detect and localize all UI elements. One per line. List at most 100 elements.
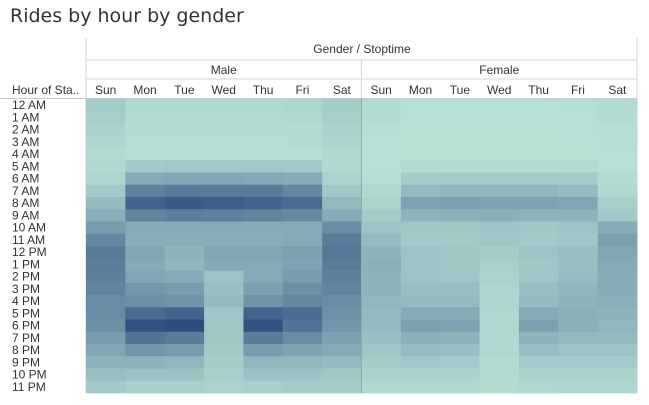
heatmap-cell-female-mon-20 (400, 344, 441, 357)
heatmap-cell-female-mon-16 (400, 295, 441, 308)
heatmap-cell-male-wed-20 (204, 344, 244, 357)
heatmap-cell-male-fri-17 (282, 307, 323, 320)
heatmap-cell-female-sun-2 (361, 123, 402, 137)
heatmap-cell-male-thu-19 (243, 331, 284, 345)
heatmap-cell-female-thu-16 (518, 295, 559, 308)
heatmap-cell-female-fri-18 (558, 319, 599, 333)
heatmap-cell-male-sat-18 (322, 319, 362, 333)
hour-label-11-pm: 11 PM (12, 380, 46, 394)
heatmap-cell-female-wed-19 (479, 331, 520, 345)
day-label-male-thu: Thu (253, 83, 274, 97)
heatmap-cell-female-mon-23 (400, 380, 441, 394)
heatmap-cell-female-sun-15 (361, 282, 402, 296)
hour-label-4-pm: 4 PM (12, 294, 40, 308)
heatmap-cell-male-sat-23 (322, 380, 362, 394)
heatmap-cell-female-sun-20 (361, 344, 402, 357)
heatmap-cell-female-mon-12 (400, 246, 441, 259)
heatmap-cell-male-mon-4 (125, 148, 166, 161)
heatmap-cell-female-sat-12 (597, 246, 638, 259)
heatmap-cell-male-wed-4 (204, 148, 244, 161)
heatmap-cell-female-fri-10 (558, 221, 599, 235)
heatmap-cell-female-mon-10 (400, 221, 441, 235)
heatmap-cell-male-sat-12 (322, 246, 362, 259)
heatmap-cell-male-wed-1 (204, 111, 244, 124)
heatmap-cell-female-tue-18 (440, 319, 480, 333)
heatmap-cell-female-tue-23 (440, 380, 480, 394)
heatmap-cell-male-sat-9 (322, 209, 362, 222)
heatmap-cell-male-thu-3 (243, 135, 284, 149)
heatmap-cell-male-wed-10 (204, 221, 244, 235)
heatmap-cell-female-sat-4 (597, 148, 638, 161)
heatmap-cell-male-sun-0 (86, 99, 126, 112)
heatmap-cell-female-fri-8 (558, 197, 599, 210)
heatmap-cell-male-wed-18 (204, 319, 244, 333)
heatmap-cell-male-sun-23 (86, 380, 126, 394)
heatmap-cell-male-sun-11 (86, 233, 126, 247)
heatmap-cell-male-mon-11 (125, 233, 166, 247)
heatmap-cell-male-wed-7 (204, 184, 244, 198)
group-label-female: Female (479, 63, 519, 77)
heatmap-cell-male-mon-10 (125, 221, 166, 235)
heatmap-cell-male-tue-12 (164, 246, 205, 259)
heatmap-cell-female-wed-1 (479, 111, 520, 124)
column-header: Gender / Stoptime (313, 42, 411, 56)
heatmap-cell-male-mon-18 (125, 319, 166, 333)
heatmap-cells (86, 99, 638, 394)
heatmap-cell-female-thu-3 (518, 135, 559, 149)
heatmap-cell-female-sun-12 (361, 246, 402, 259)
group-labels: Male Female (211, 63, 520, 77)
heatmap-cell-female-mon-19 (400, 331, 441, 345)
heatmap-cell-female-tue-19 (440, 331, 480, 345)
hour-label-5-pm: 5 PM (12, 306, 40, 320)
heatmap-cell-female-wed-5 (479, 160, 520, 173)
heatmap-cell-male-thu-2 (243, 123, 284, 137)
heatmap-cell-male-wed-23 (204, 380, 244, 394)
heatmap-cell-male-sat-7 (322, 184, 362, 198)
heatmap-cell-male-fri-12 (282, 246, 323, 259)
heatmap-cell-female-thu-22 (518, 368, 559, 382)
heatmap-cell-female-sat-10 (597, 221, 638, 235)
heatmap-cell-female-sat-20 (597, 344, 638, 357)
heatmap-cell-male-thu-16 (243, 295, 284, 308)
heatmap-cell-male-sun-17 (86, 307, 126, 320)
day-labels: Sun Mon Tue Wed Thu Fri Sat Sun Mon Tue Wed Thu Fri S… (95, 83, 627, 97)
heatmap-cell-male-mon-15 (125, 282, 166, 296)
heatmap-cell-female-mon-1 (400, 111, 441, 124)
heatmap-cell-female-thu-23 (518, 380, 559, 394)
heatmap-cell-male-fri-1 (282, 111, 323, 124)
heatmap-cell-female-tue-0 (440, 99, 480, 112)
heatmap-cell-male-thu-5 (243, 160, 284, 173)
heatmap-cell-male-thu-20 (243, 344, 284, 357)
day-label-male-mon: Mon (133, 83, 156, 97)
heatmap-cell-male-wed-15 (204, 282, 244, 296)
heatmap-cell-male-fri-2 (282, 123, 323, 137)
day-label-female-sat: Sat (608, 83, 627, 97)
day-label-female-tue: Tue (450, 83, 471, 97)
heatmap-cell-male-thu-21 (243, 356, 284, 369)
day-label-female-wed: Wed (487, 83, 511, 97)
heatmap-cell-female-mon-9 (400, 209, 441, 222)
hour-label-5-am: 5 AM (12, 159, 39, 173)
heatmap-cell-male-tue-4 (164, 148, 205, 161)
hour-label-10-am: 10 AM (12, 221, 46, 235)
heatmap-cell-female-thu-2 (518, 123, 559, 137)
heatmap-cell-female-thu-10 (518, 221, 559, 235)
heatmap-cell-female-fri-4 (558, 148, 599, 161)
heatmap-cell-male-sun-10 (86, 221, 126, 235)
heatmap-cell-female-tue-13 (440, 258, 480, 271)
heatmap-cell-male-sat-1 (322, 111, 362, 124)
heatmap-cell-male-wed-8 (204, 197, 244, 210)
heatmap-cell-male-wed-11 (204, 233, 244, 247)
heatmap-cell-male-tue-9 (164, 209, 205, 222)
heatmap-cell-female-thu-13 (518, 258, 559, 271)
heatmap-cell-male-sat-11 (322, 233, 362, 247)
hour-label-2-am: 2 AM (12, 123, 39, 137)
hour-label-12-am: 12 AM (12, 98, 46, 112)
heatmap-cell-female-fri-14 (558, 270, 599, 284)
heatmap-cell-male-thu-8 (243, 197, 284, 210)
heatmap-cell-female-sat-22 (597, 368, 638, 382)
heatmap-cell-male-sat-13 (322, 258, 362, 271)
heatmap-cell-female-thu-4 (518, 148, 559, 161)
heatmap-cell-male-sun-4 (86, 148, 126, 161)
